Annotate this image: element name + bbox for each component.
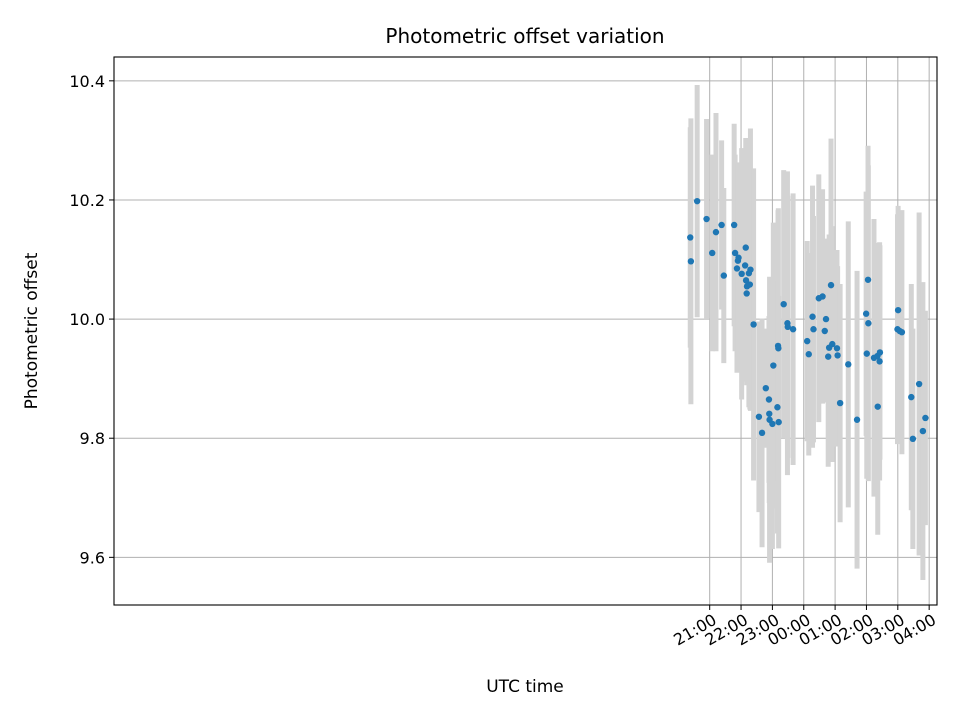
data-point xyxy=(687,234,694,241)
data-points xyxy=(687,197,929,443)
data-point xyxy=(898,328,906,336)
data-point xyxy=(821,327,828,335)
data-point xyxy=(735,254,742,261)
data-point xyxy=(765,396,773,403)
data-point xyxy=(909,435,917,443)
data-point xyxy=(693,197,701,205)
data-point xyxy=(743,290,750,297)
data-point xyxy=(829,340,836,348)
data-point xyxy=(876,358,883,365)
data-point xyxy=(922,414,929,422)
data-point xyxy=(822,315,830,323)
data-point xyxy=(741,262,749,269)
data-point xyxy=(738,270,745,278)
data-point xyxy=(864,276,872,283)
plot-frame xyxy=(113,56,938,606)
data-point xyxy=(774,404,781,411)
data-point xyxy=(834,352,841,359)
data-point xyxy=(687,258,695,265)
data-point xyxy=(809,313,816,320)
data-point xyxy=(703,215,710,223)
data-point xyxy=(730,221,738,229)
data-point xyxy=(718,221,725,229)
data-point xyxy=(908,393,915,401)
data-point xyxy=(755,413,763,420)
data-point xyxy=(709,249,716,257)
data-point xyxy=(919,427,927,435)
data-point xyxy=(836,399,844,407)
y-axis-label: Photometric offset xyxy=(22,252,42,409)
y-tick-label: 10.0 xyxy=(69,310,105,329)
data-point xyxy=(845,361,852,368)
data-point xyxy=(747,266,754,273)
chart-title: Photometric offset variation xyxy=(385,24,664,48)
data-point xyxy=(733,265,741,272)
data-point xyxy=(758,429,766,437)
data-point xyxy=(915,380,923,388)
data-point xyxy=(742,244,749,251)
data-point xyxy=(833,345,841,352)
data-point xyxy=(780,300,787,308)
data-point xyxy=(775,345,782,352)
data-point xyxy=(819,293,826,300)
y-tick-label: 10.4 xyxy=(69,72,105,91)
data-point xyxy=(862,310,870,317)
data-point xyxy=(853,416,861,423)
data-point xyxy=(750,321,757,328)
data-point xyxy=(825,353,832,360)
y-tick-label: 9.8 xyxy=(80,429,105,448)
data-point xyxy=(810,326,817,333)
data-point xyxy=(746,281,754,288)
y-axis: 9.6 9.8 10.0 10.2 10.4 xyxy=(69,72,114,567)
data-point xyxy=(712,228,720,236)
x-axis-label: UTC time xyxy=(486,677,564,697)
data-point xyxy=(863,350,870,357)
data-point xyxy=(804,337,811,345)
y-tick-label: 9.6 xyxy=(80,548,105,567)
data-point xyxy=(874,403,881,410)
data-point xyxy=(742,277,750,284)
data-point xyxy=(827,281,835,289)
data-point xyxy=(770,362,777,369)
data-point xyxy=(865,320,872,327)
y-tick-label: 10.2 xyxy=(69,191,105,210)
data-point xyxy=(789,326,797,333)
data-point xyxy=(876,349,884,356)
data-point xyxy=(766,410,773,417)
data-point xyxy=(731,249,739,257)
data-point xyxy=(775,418,782,426)
data-point xyxy=(762,384,770,392)
data-point xyxy=(784,323,791,331)
data-point xyxy=(720,272,728,279)
data-point xyxy=(894,306,902,314)
data-point xyxy=(805,351,812,358)
data-point xyxy=(769,420,776,428)
